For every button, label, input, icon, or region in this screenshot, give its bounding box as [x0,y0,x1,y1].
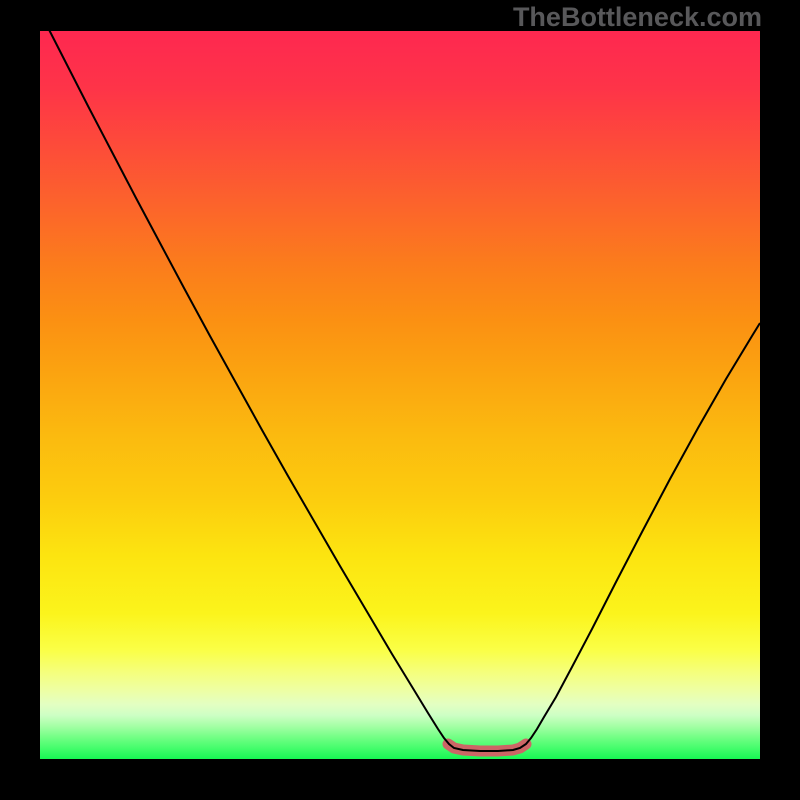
chart-container: TheBottleneck.com [0,0,800,800]
curves-overlay [0,0,800,800]
bottleneck-curve [40,12,760,751]
watermark-text: TheBottleneck.com [513,2,762,33]
